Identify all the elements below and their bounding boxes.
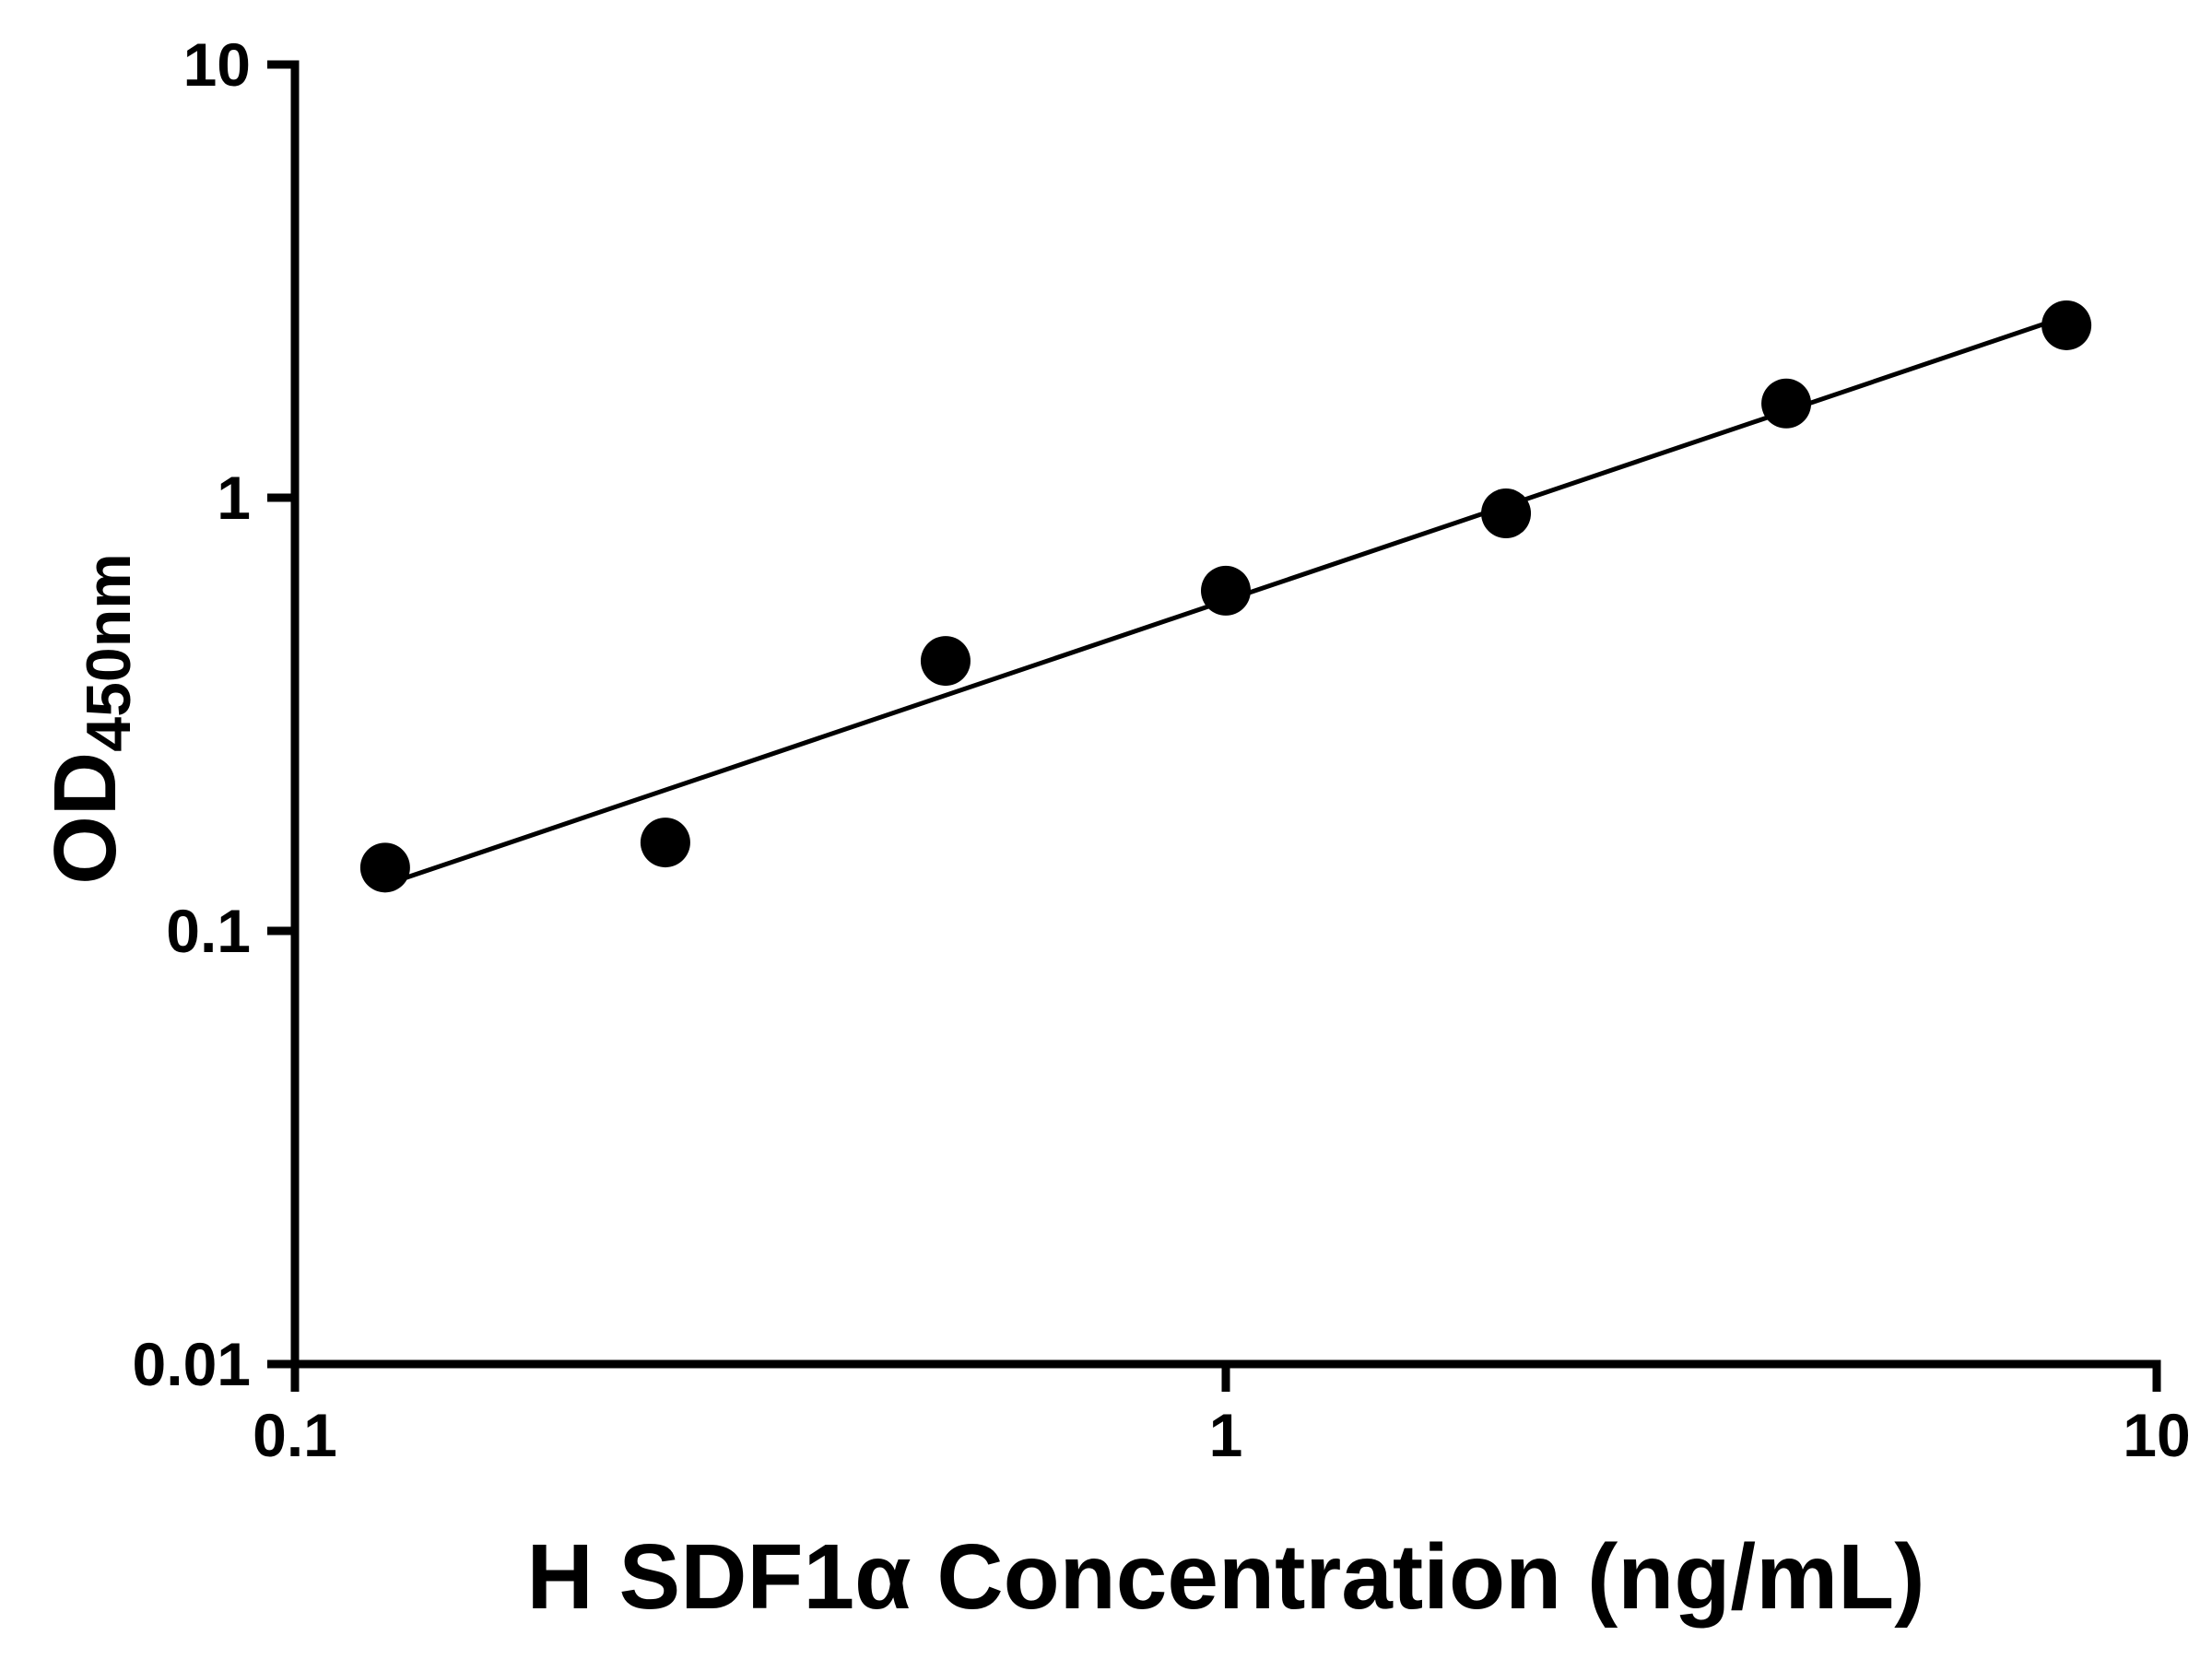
data-point: [1761, 378, 1812, 429]
y-axis-title-sub: 450nm: [74, 553, 144, 751]
data-point: [1201, 565, 1251, 616]
y-tick-label: 1: [217, 464, 251, 532]
data-point: [1481, 488, 1532, 539]
y-axis-title-text: OD450nm: [36, 553, 144, 884]
y-axis-title: OD450nm: [36, 553, 144, 884]
data-point: [2041, 300, 2092, 350]
data-point: [640, 818, 690, 868]
y-tick-label: 0.1: [166, 897, 251, 965]
data-point: [359, 842, 410, 893]
y-tick-label: 0.01: [133, 1330, 251, 1398]
x-axis-title: H SDF1α Concentration (ng/mL): [527, 1525, 1925, 1629]
x-tick-label: 0.1: [253, 1401, 337, 1469]
x-tick-label: 10: [2123, 1401, 2190, 1469]
x-tick-label: 1: [1209, 1401, 1243, 1469]
y-tick-label: 10: [183, 30, 251, 99]
data-point: [920, 636, 971, 687]
y-axis-title-main: OD: [36, 752, 135, 885]
